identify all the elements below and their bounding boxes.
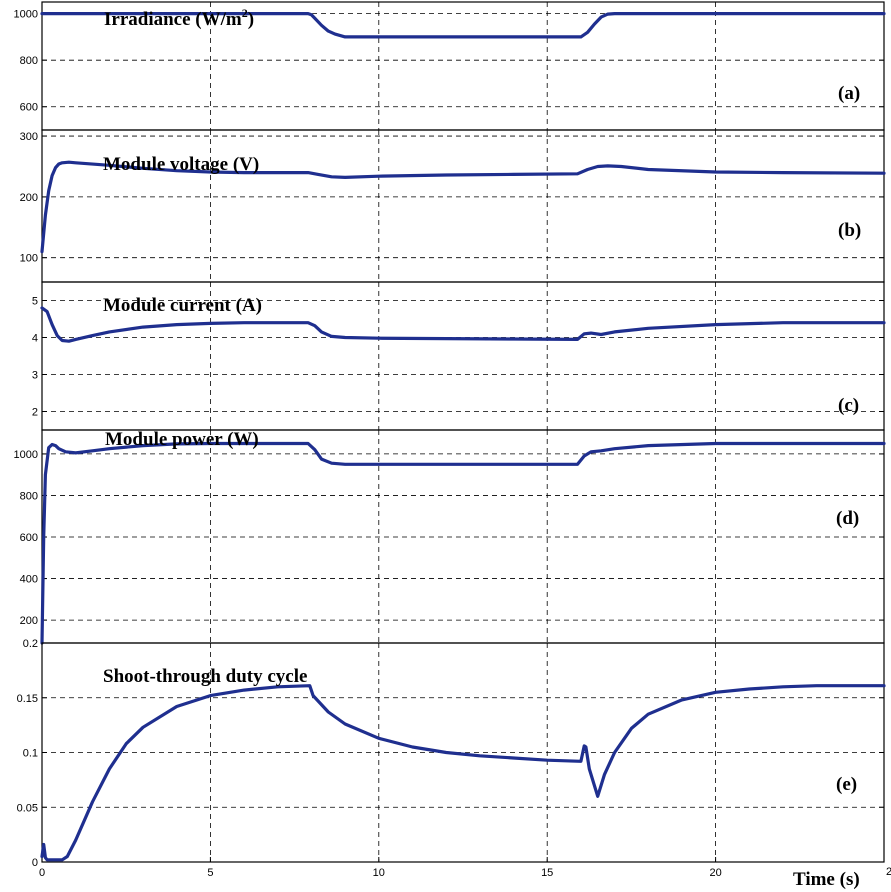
current-y-tick-labels: 5 4 3 2 (32, 296, 38, 419)
duty-cycle-series-line (40, 684, 886, 862)
time-x-tick-labels: 0 5 10 15 20 25 (39, 866, 891, 879)
power-plot-frame (41, 429, 885, 644)
panel-module-current: 5 4 3 2 Module current (A) (c) (32, 281, 886, 431)
panel-label-e: (e) (836, 774, 857, 795)
power-y-tick-label: 600 (20, 532, 38, 544)
current-series-line (40, 306, 886, 343)
x-tick-label: 20 (709, 867, 721, 879)
duty-y-tick-label: 0 (32, 857, 38, 869)
x-tick-label: 0 (39, 867, 45, 879)
irradiance-y-tick-label: 600 (20, 102, 38, 114)
irradiance-y-tick-label: 800 (20, 55, 38, 67)
duty-y-tick-label: 0.05 (17, 802, 38, 814)
current-y-tick-label: 2 (32, 407, 38, 419)
duty-y-tick-label: 0.1 (23, 748, 38, 760)
power-y-tick-labels: 1000 800 600 400 200 (14, 449, 38, 627)
duty-y-tick-label: 0.15 (17, 693, 38, 705)
x-tick-label: 5 (207, 867, 213, 879)
panel-module-voltage: 300 200 100 Module voltage (V) (b) (20, 129, 886, 283)
x-tick-label: 10 (373, 867, 385, 879)
x-tick-label: 25 (886, 866, 891, 878)
voltage-gridlines (41, 129, 885, 283)
current-y-tick-label: 3 (32, 370, 38, 382)
current-title: Module current (A) (103, 295, 262, 316)
power-y-tick-label: 1000 (14, 449, 38, 461)
duty-y-tick-labels: 0.2 0.15 0.1 0.05 0 (17, 638, 38, 869)
panel-duty-cycle: 0.2 0.15 0.1 0.05 0 0 5 10 15 20 25 Shoot-through… (17, 638, 891, 890)
panel-module-power: 1000 800 600 400 200 Module power (W) (d) (14, 429, 886, 645)
panel-label-d: (d) (836, 508, 859, 529)
panel-label-a: (a) (838, 83, 860, 104)
irradiance-series-line (40, 12, 886, 39)
voltage-y-tick-label: 300 (20, 131, 38, 143)
power-y-tick-label: 200 (20, 615, 38, 627)
voltage-title: Module voltage (V) (103, 154, 259, 175)
panel-label-b: (b) (838, 220, 861, 241)
power-title: Module power (W) (105, 429, 259, 450)
irradiance-y-tick-label: 1000 (14, 9, 38, 21)
panel-irradiance: 1000 800 600 Irradiance (W/m2) (a) (14, 1, 886, 131)
voltage-y-tick-label: 200 (20, 192, 38, 204)
x-tick-label: 15 (541, 867, 553, 879)
voltage-plot-frame (41, 129, 885, 283)
power-y-tick-label: 800 (20, 490, 38, 502)
irradiance-title: Irradiance (W/m2) (104, 6, 254, 30)
duty-y-tick-label: 0.2 (23, 638, 38, 650)
power-gridlines (41, 429, 885, 644)
power-series-line (40, 441, 886, 645)
voltage-y-tick-labels: 300 200 100 (20, 131, 38, 265)
voltage-series-line (40, 160, 886, 254)
current-y-tick-label: 5 (32, 296, 38, 308)
duty-gridlines (41, 642, 885, 863)
irradiance-y-tick-labels: 1000 800 600 (14, 9, 38, 114)
panel-label-c: (c) (838, 395, 859, 416)
voltage-y-tick-label: 100 (20, 253, 38, 265)
duty-title: Shoot-through duty cycle (103, 666, 307, 687)
power-y-tick-label: 400 (20, 574, 38, 586)
x-axis-label: Time (s) (793, 869, 860, 890)
current-y-tick-label: 4 (32, 333, 38, 345)
